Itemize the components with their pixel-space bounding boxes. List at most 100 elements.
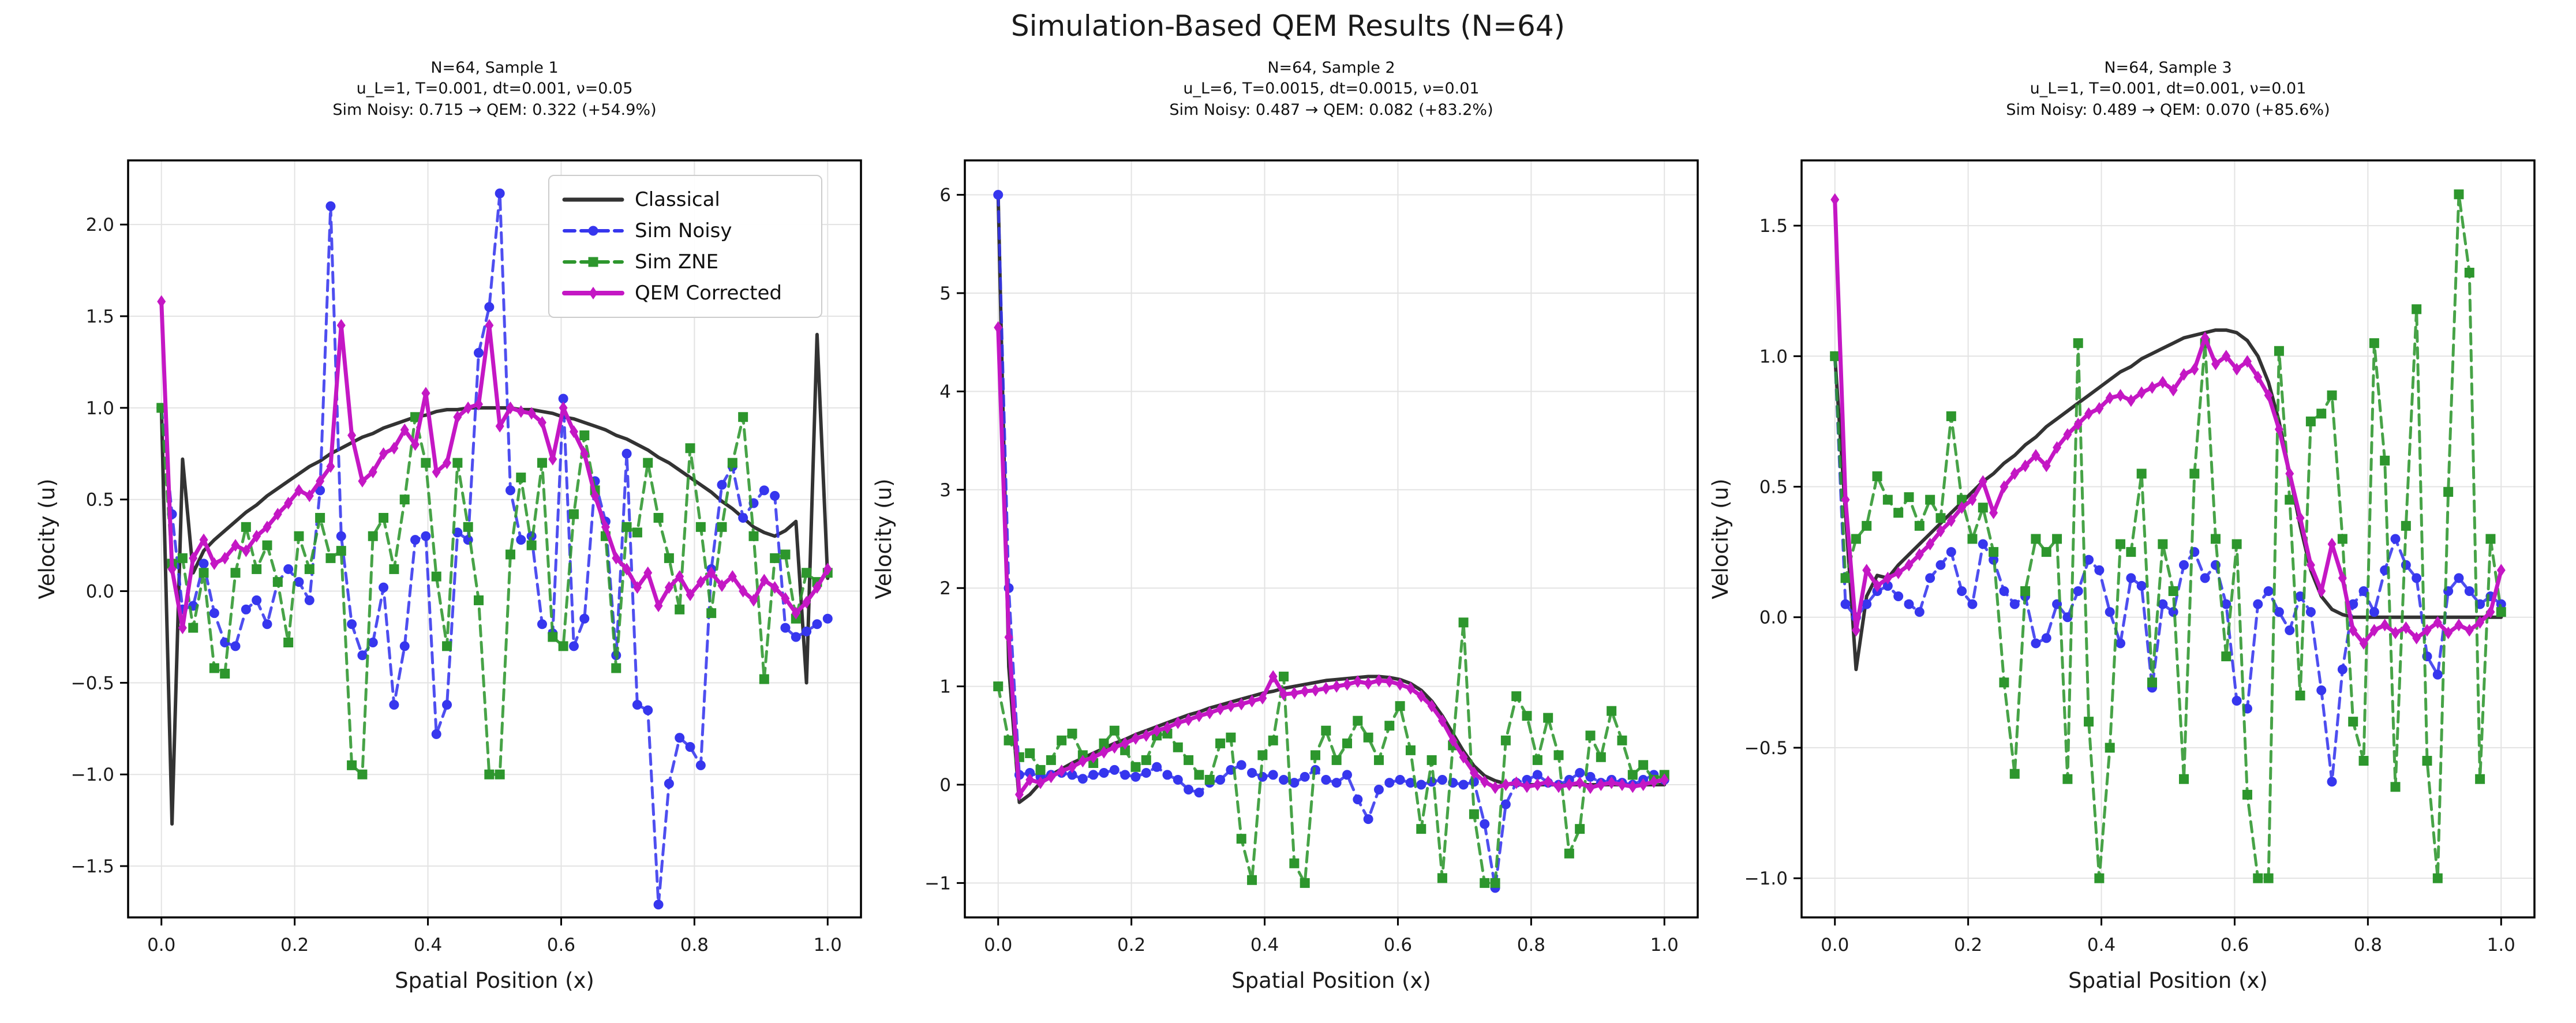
qem-marker <box>1448 734 1458 747</box>
zne-marker <box>2073 338 2083 349</box>
qem-marker <box>294 484 304 497</box>
zne-marker <box>1226 732 1236 743</box>
x-tick-label: 1.0 <box>1650 935 1679 955</box>
qem-marker <box>1915 548 1924 561</box>
y-tick-label: 2 <box>939 578 951 599</box>
zne-marker <box>315 512 325 523</box>
y-tick-label: 3 <box>939 480 951 501</box>
qem-marker <box>2190 362 2199 376</box>
qem-marker <box>537 416 546 429</box>
zne-marker <box>568 509 579 519</box>
y-tick-label: 1 <box>939 677 951 698</box>
zne-marker <box>1543 713 1553 723</box>
noisy-marker <box>325 201 336 211</box>
noisy-marker <box>484 302 495 312</box>
qem-marker <box>739 584 748 598</box>
noisy-marker <box>1173 774 1183 785</box>
noisy-marker <box>2390 534 2401 544</box>
zne-marker <box>2158 539 2168 549</box>
zne-marker <box>717 522 727 532</box>
qem-marker <box>1099 745 1109 759</box>
series-classical <box>159 332 830 826</box>
noisy-marker <box>1099 768 1109 778</box>
noisy-marker <box>495 188 505 198</box>
zne-marker <box>579 430 590 441</box>
qem-marker <box>2242 355 2252 368</box>
zne-marker <box>1268 735 1278 745</box>
zne-marker <box>252 564 262 574</box>
qem-marker <box>273 508 282 521</box>
zne-marker <box>1638 760 1649 770</box>
zne-marker <box>706 608 717 619</box>
qem-marker <box>1596 778 1605 791</box>
qem-marker <box>2095 402 2104 415</box>
series-sim-noisy <box>1830 351 2506 787</box>
qem-marker <box>1894 566 1903 579</box>
y-tick-label: 1.5 <box>1759 216 1788 237</box>
qem-marker <box>220 552 230 565</box>
noisy-marker <box>2337 664 2347 674</box>
zne-marker <box>1194 770 1204 780</box>
zne-marker <box>325 553 336 563</box>
qem-marker <box>2454 619 2463 632</box>
y-axis-label: Velocity (u) <box>1708 478 1733 599</box>
qem-marker <box>1068 760 1077 774</box>
y-axis-label: Velocity (u) <box>35 478 59 599</box>
y-tick-label: −1 <box>924 873 951 894</box>
qem-marker <box>2222 350 2231 363</box>
qem-marker <box>2158 376 2167 389</box>
noisy-marker <box>1342 770 1352 780</box>
noisy-marker <box>1957 586 1967 596</box>
zne-marker <box>1627 770 1638 780</box>
zne-marker <box>1490 878 1500 888</box>
zne-marker <box>347 760 357 770</box>
noisy-marker <box>421 531 431 541</box>
qem-marker <box>1830 193 1840 206</box>
qem-marker <box>1332 680 1341 693</box>
qem-marker <box>1300 685 1309 698</box>
qem-marker <box>2349 624 2358 637</box>
zne-marker <box>2422 756 2432 766</box>
zne-marker <box>2432 873 2443 883</box>
noisy-marker <box>2009 599 2020 609</box>
noisy-marker <box>780 623 791 633</box>
qem-marker <box>707 566 716 579</box>
zne-marker <box>1204 774 1215 785</box>
x-tick-label: 0.0 <box>147 935 175 955</box>
axes: 0.0 0.2 0.4 0.6 0.8 1.0 −1 0 1 2 3 4 5 6 Spatial Posit… <box>871 159 1699 992</box>
x-tick-label: 0.0 <box>984 935 1012 955</box>
noisy-marker <box>2200 573 2210 583</box>
qem-marker <box>1480 775 1489 788</box>
y-tick-label: 1.0 <box>1759 346 1788 367</box>
noisy-marker <box>209 608 219 619</box>
qem-marker <box>1607 776 1616 789</box>
zne-marker <box>1851 534 1861 544</box>
noisy-marker <box>1363 814 1373 825</box>
qem-marker <box>601 520 610 534</box>
zne-marker <box>526 540 537 550</box>
zne-marker <box>1575 824 1585 834</box>
qem-marker <box>2169 384 2178 397</box>
y-tick-label: −1.5 <box>71 856 114 877</box>
noisy-marker <box>1120 770 1130 780</box>
zne-marker <box>643 458 653 468</box>
zne-marker <box>621 522 632 532</box>
x-tick-label: 0.4 <box>1250 935 1279 955</box>
qem-marker <box>2063 428 2072 441</box>
qem-marker <box>1110 741 1119 754</box>
noisy-marker <box>2412 573 2422 583</box>
zne-marker <box>2221 651 2231 662</box>
zne-marker <box>368 531 378 541</box>
qem-marker <box>1089 751 1098 764</box>
qem-marker <box>178 621 187 635</box>
zne-marker <box>2062 774 2073 784</box>
zne-marker <box>2401 520 2411 531</box>
noisy-marker <box>1395 774 1405 785</box>
qem-marker <box>770 581 780 594</box>
noisy-marker <box>1904 599 1914 609</box>
legend-sample-circle-icon <box>563 226 624 236</box>
qem-marker <box>316 474 325 488</box>
qem-marker <box>2369 624 2379 637</box>
qem-marker <box>2116 389 2125 402</box>
zne-marker <box>802 568 812 578</box>
